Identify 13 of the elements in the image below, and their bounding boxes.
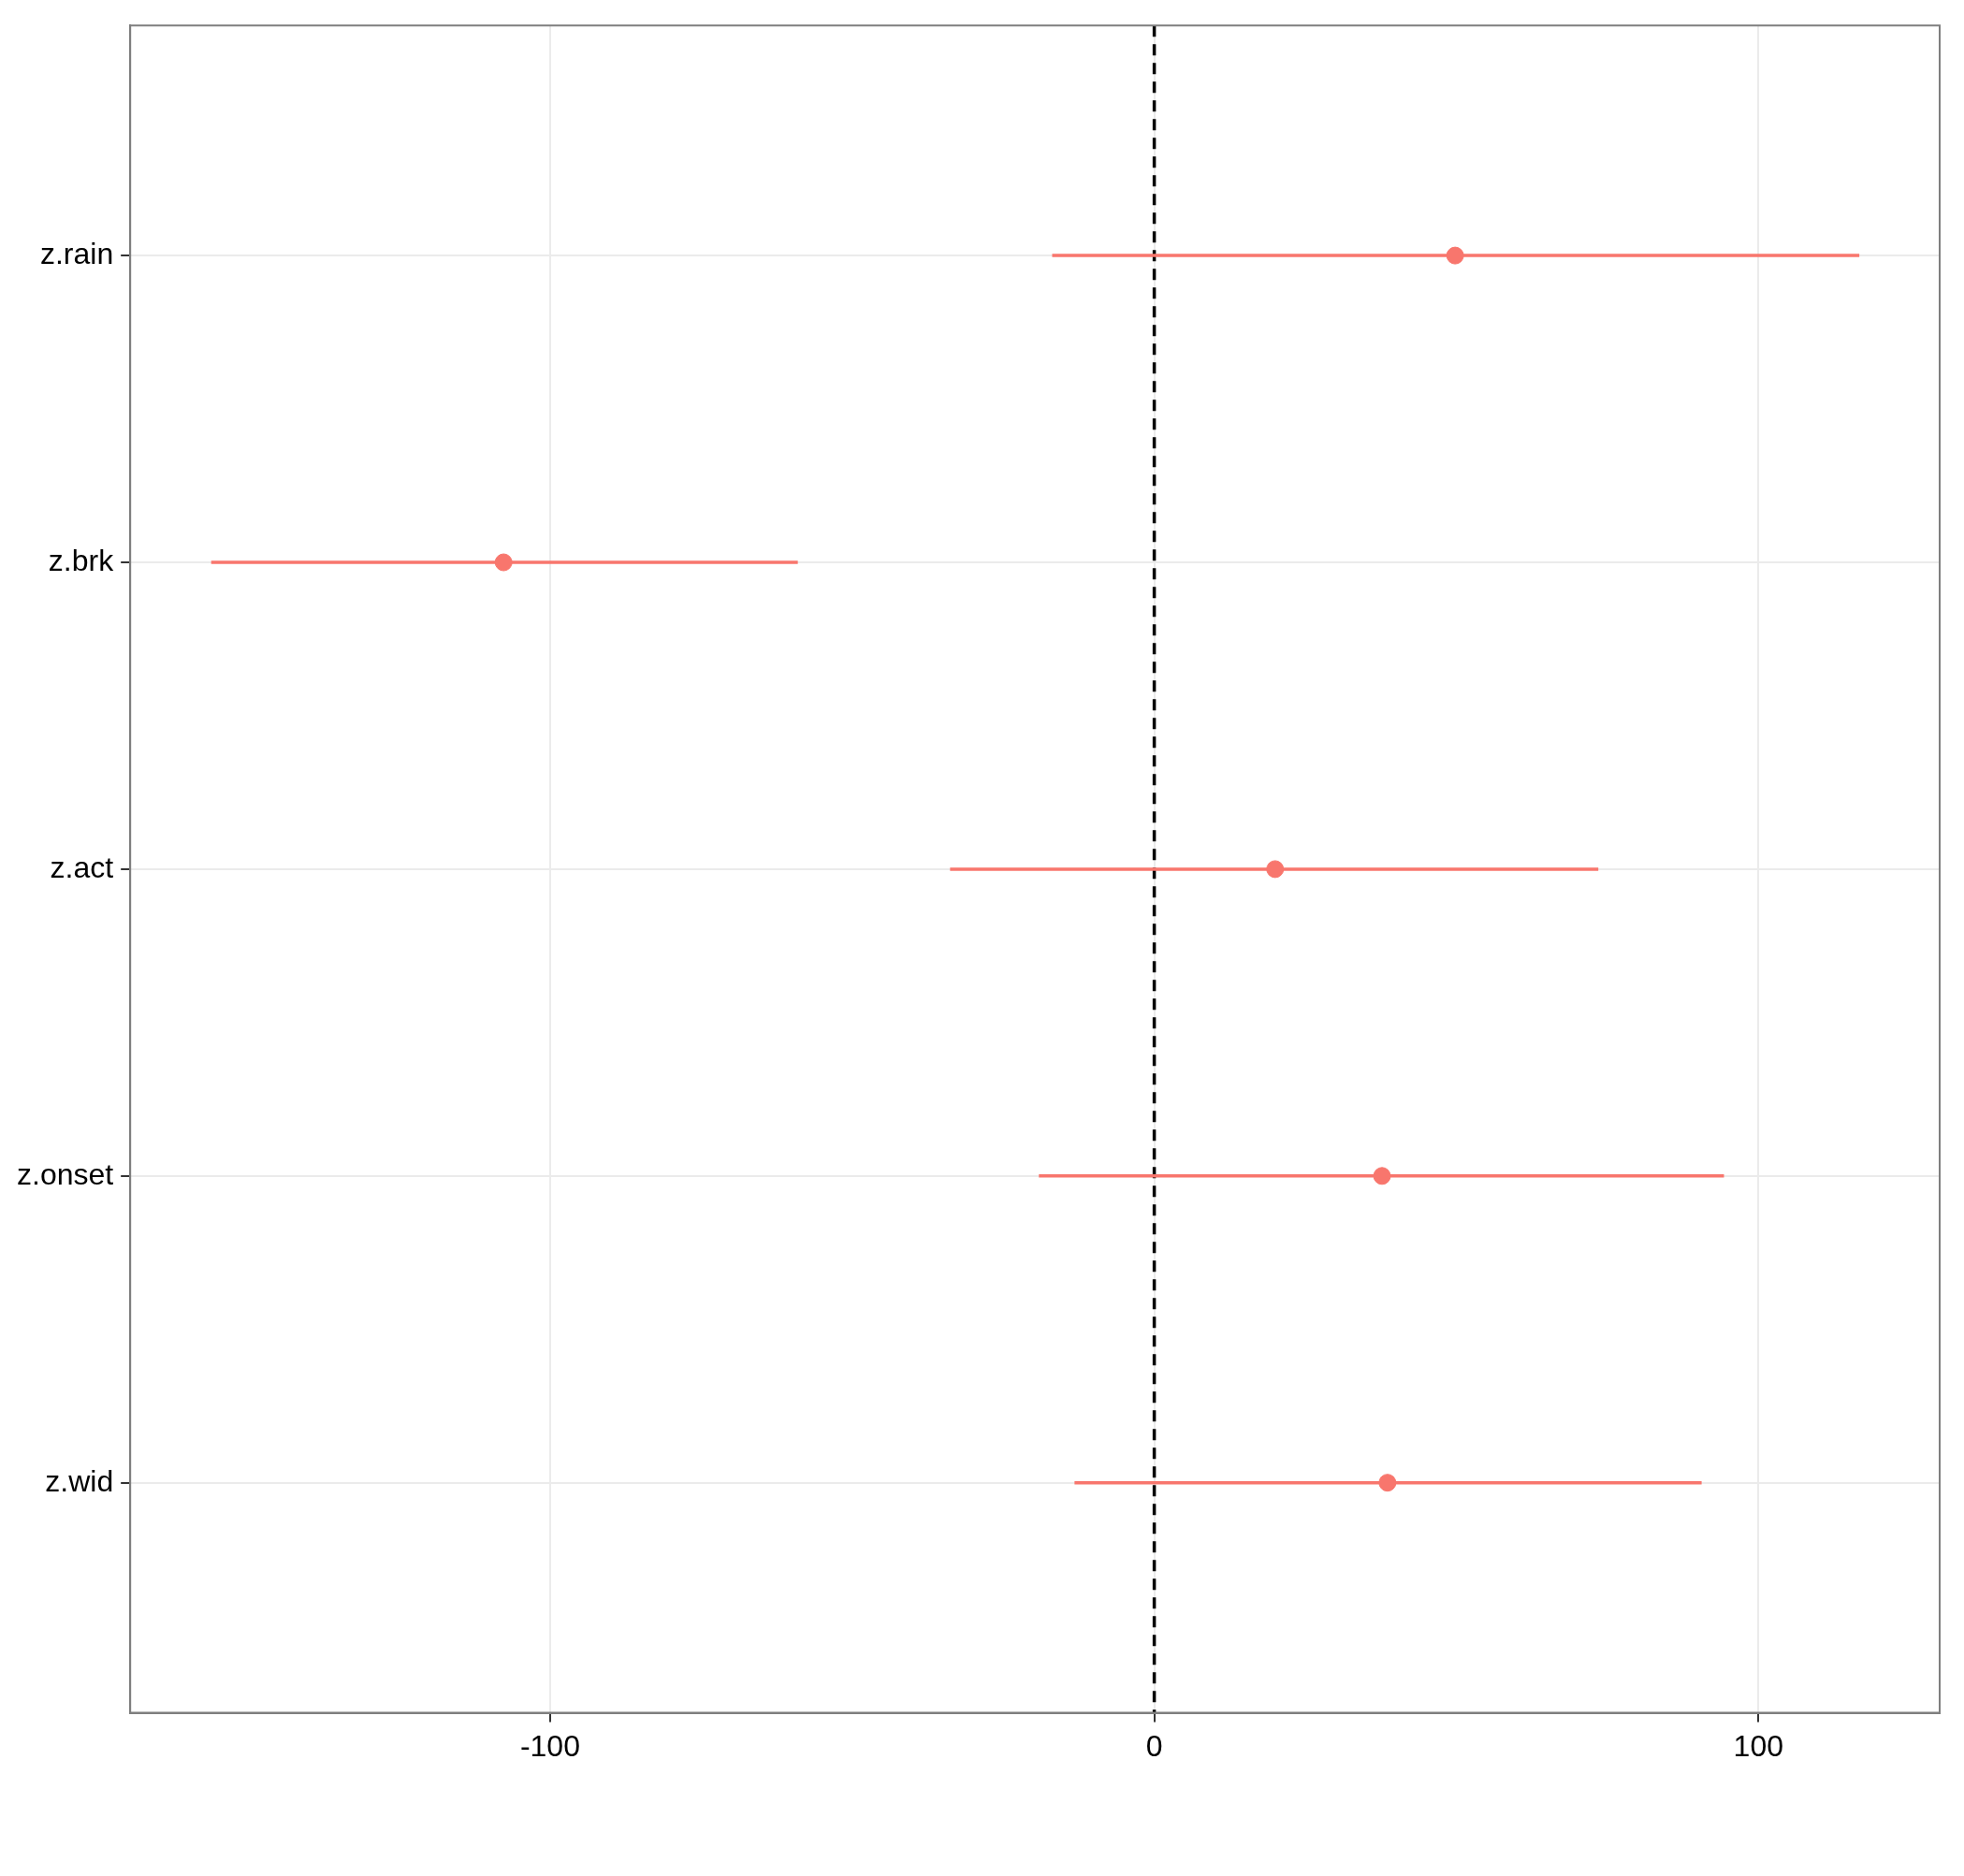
x-tick-label: -100 [519, 1728, 580, 1763]
point [1266, 860, 1285, 879]
point [1373, 1167, 1391, 1185]
y-tick-label: z.brk [48, 543, 115, 577]
y-tick-label: z.wid [45, 1463, 114, 1498]
y-tick-label: z.rain [39, 236, 114, 270]
y-tick-label: z.act [50, 850, 114, 884]
point [1378, 1474, 1397, 1492]
x-tick-label: 0 [1145, 1728, 1163, 1763]
y-tick-label: z.onset [17, 1156, 114, 1191]
x-tick-label: 100 [1733, 1728, 1783, 1763]
point [494, 553, 513, 572]
point [1446, 246, 1464, 265]
